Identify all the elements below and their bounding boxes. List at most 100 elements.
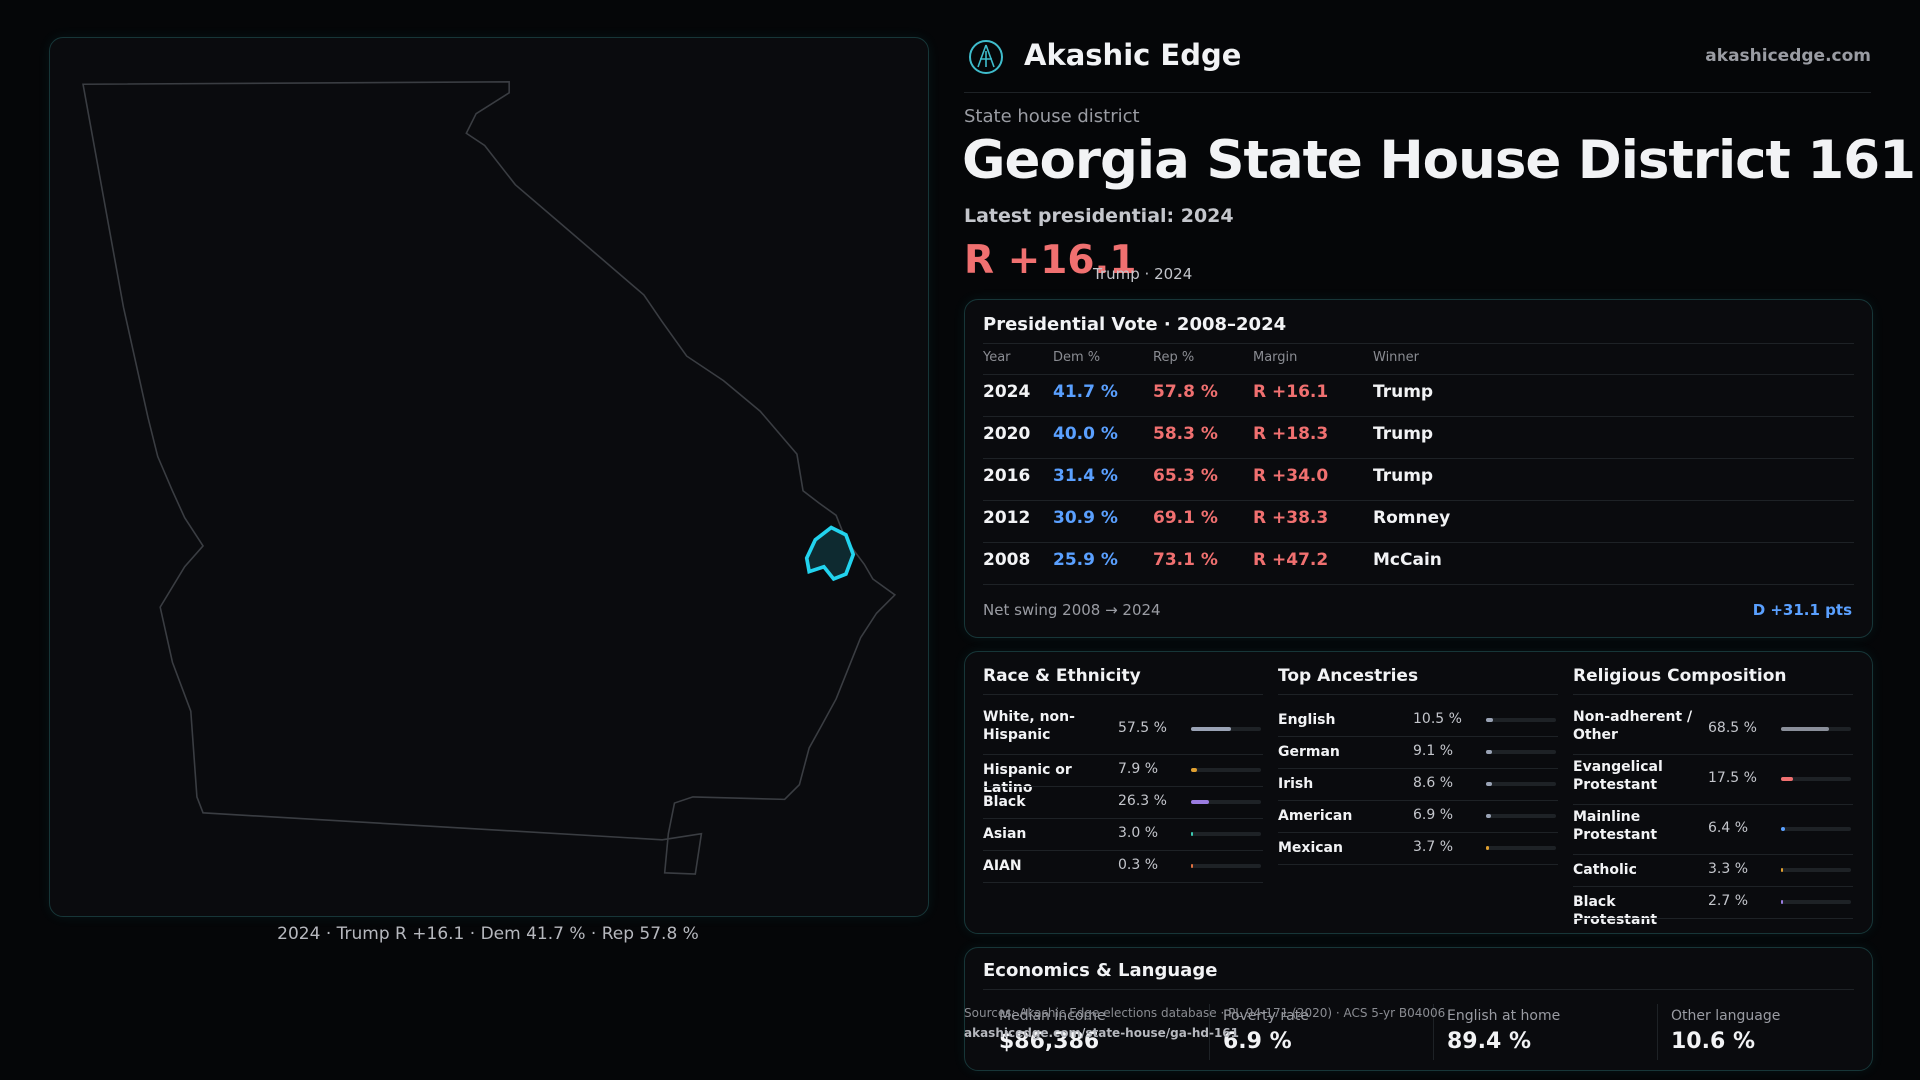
table-cell: 73.1 % xyxy=(1153,550,1218,570)
bar-track xyxy=(1781,900,1851,904)
brand-logo xyxy=(969,40,1003,74)
item-label: German xyxy=(1278,744,1340,760)
divider xyxy=(983,882,1263,883)
item-label: Non-adherent / Other xyxy=(1573,709,1693,743)
bar xyxy=(1191,727,1232,731)
swing-label: Net swing 2008 → 2024 xyxy=(983,601,1161,619)
table-cell: 65.3 % xyxy=(1153,466,1218,486)
divider xyxy=(983,343,1854,344)
bar xyxy=(1781,727,1829,731)
panel-title: Presidential Vote · 2008–2024 xyxy=(983,314,1287,335)
bar-track xyxy=(1191,832,1261,836)
column-header: Year xyxy=(983,350,1011,365)
divider xyxy=(1278,800,1558,801)
bar xyxy=(1781,777,1794,781)
bar-track xyxy=(1191,768,1261,772)
footer-sources: Sources: Akashic Edge elections database… xyxy=(964,1006,1446,1020)
bar xyxy=(1781,868,1784,872)
item-value: 6.9 % xyxy=(1413,807,1454,823)
divider xyxy=(983,754,1263,755)
divider xyxy=(983,786,1263,787)
item-value: 3.3 % xyxy=(1708,861,1749,877)
item-label: Mainline Protestant xyxy=(1573,809,1658,843)
table-cell: Trump xyxy=(1373,466,1434,486)
table-cell: 2024 xyxy=(983,382,1031,402)
table-cell: 69.1 % xyxy=(1153,508,1218,528)
bar-track xyxy=(1191,800,1261,804)
bar xyxy=(1781,827,1786,831)
item-label: Black xyxy=(983,794,1026,810)
brand-name: Akashic Edge xyxy=(1024,38,1242,72)
item-label: American xyxy=(1278,808,1353,824)
table-cell: 41.7 % xyxy=(1053,382,1118,402)
item-value: 57.5 % xyxy=(1118,720,1167,736)
table-cell: 30.9 % xyxy=(1053,508,1118,528)
divider xyxy=(1573,804,1853,805)
bar-track xyxy=(1486,750,1556,754)
footer-link[interactable]: akashicedge.com/state-house/ga-hd-161 xyxy=(964,1026,1240,1040)
table-cell: Trump xyxy=(1373,382,1434,402)
stat-label: English at home xyxy=(1447,1008,1561,1024)
table-cell: Romney xyxy=(1373,508,1451,528)
divider xyxy=(983,500,1854,501)
district-shape xyxy=(804,525,856,582)
bar xyxy=(1191,832,1194,836)
divider xyxy=(983,850,1263,851)
table-cell: R +47.2 xyxy=(1253,550,1329,570)
bar xyxy=(1486,782,1493,786)
table-cell: R +34.0 xyxy=(1253,466,1329,486)
bar-track xyxy=(1191,864,1261,868)
item-label: English xyxy=(1278,712,1336,728)
divider xyxy=(1573,886,1853,887)
table-cell: 31.4 % xyxy=(1053,466,1118,486)
stat-value: 10.6 % xyxy=(1671,1029,1755,1054)
divider xyxy=(1278,768,1558,769)
table-cell: 25.9 % xyxy=(1053,550,1118,570)
table-cell: R +18.3 xyxy=(1253,424,1329,444)
presidential-panel: Presidential Vote · 2008–2024 Net swing … xyxy=(964,299,1873,638)
bar xyxy=(1191,768,1197,772)
item-value: 0.3 % xyxy=(1118,857,1159,873)
column-header: Rep % xyxy=(1153,350,1195,365)
item-value: 10.5 % xyxy=(1413,711,1462,727)
bar xyxy=(1486,846,1489,850)
section-title: Top Ancestries xyxy=(1278,666,1419,686)
table-cell: R +16.1 xyxy=(1253,382,1329,402)
section-title: Religious Composition xyxy=(1573,666,1787,686)
bar xyxy=(1486,750,1493,754)
item-value: 26.3 % xyxy=(1118,793,1167,809)
divider xyxy=(1278,694,1558,695)
bar-track xyxy=(1486,846,1556,850)
divider xyxy=(983,374,1854,375)
divider xyxy=(983,542,1854,543)
divider xyxy=(983,989,1854,990)
item-label: Hispanic or Latino xyxy=(983,762,1072,796)
table-cell: Trump xyxy=(1373,424,1434,444)
item-value: 8.6 % xyxy=(1413,775,1454,791)
separator xyxy=(1209,1004,1210,1060)
bar-track xyxy=(1781,827,1851,831)
divider xyxy=(964,92,1871,93)
stat-value: $86,386 xyxy=(999,1029,1100,1054)
panel-title: Economics & Language xyxy=(983,960,1218,981)
economics-panel: Economics & Language Median income $86,38… xyxy=(964,947,1873,1071)
divider xyxy=(983,584,1854,585)
map xyxy=(82,81,897,875)
item-value: 7.9 % xyxy=(1118,761,1159,777)
divider xyxy=(1278,736,1558,737)
section-title: Race & Ethnicity xyxy=(983,666,1141,686)
bar xyxy=(1191,800,1210,804)
swing-value: D +31.1 pts xyxy=(1752,601,1852,619)
item-label: Evangelical Protestant xyxy=(1573,759,1663,793)
site-url: akashicedge.com xyxy=(1705,46,1871,66)
table-cell: 2020 xyxy=(983,424,1031,444)
stat-value: 6.9 % xyxy=(1223,1029,1292,1054)
item-value: 68.5 % xyxy=(1708,720,1757,736)
bar xyxy=(1781,900,1783,904)
divider xyxy=(1573,854,1853,855)
divider xyxy=(1573,694,1853,695)
divider xyxy=(1278,864,1558,865)
divider xyxy=(1573,918,1853,919)
